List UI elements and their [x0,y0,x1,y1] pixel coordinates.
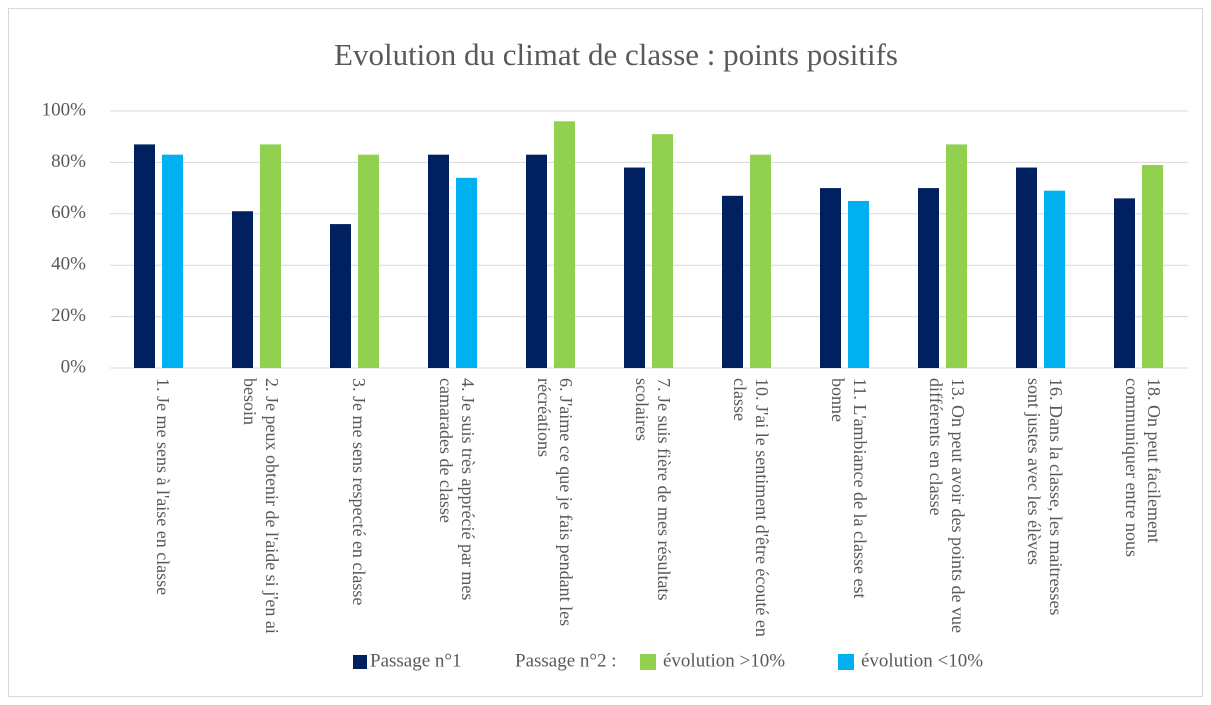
bar [232,211,253,368]
x-tick-label: 13. On peut avoir des points de vue diff… [926,378,968,633]
bar [946,144,967,368]
bar [652,134,673,368]
legend-label: évolution <10% [861,650,983,671]
y-tick-label: 0% [61,356,87,377]
y-tick-label: 20% [51,305,86,326]
y-tick-label: 100% [42,99,87,120]
bar [1044,190,1065,368]
bar [456,177,477,368]
chart-title: Evolution du climat de classe : points p… [334,37,898,72]
bar [1142,164,1163,368]
chart-border [8,8,1203,697]
bar [330,224,351,368]
legend-swatch [838,654,854,670]
bar [358,154,379,368]
x-tick-label: 10. J'ai le sentiment d'être écouté en c… [730,378,772,637]
bar [162,154,183,368]
y-tick-label: 80% [51,151,86,172]
bar [750,154,771,368]
x-tick-label: 4. Je suis très apprécié par mes camarad… [436,378,478,601]
y-tick-label: 40% [51,254,86,275]
bar [554,121,575,368]
x-tick-label: 7. Je suis fière de mes résultats scolai… [632,378,674,601]
y-tick-label: 60% [51,202,86,223]
bar [1114,198,1135,368]
x-tick-label: 3. Je me sens respecté en classe [349,378,369,606]
x-tick-label: 1. Je me sens à l'aise en classe [153,378,173,596]
legend-swatch [640,654,656,670]
legend-label: évolution >10% [663,650,785,671]
bar [1016,167,1037,368]
bar [428,154,449,368]
bar [722,195,743,368]
bar [820,188,841,368]
legend-label: Passage n°2 : [515,650,617,671]
legend-label: Passage n°1 [370,650,462,671]
x-tick-label: 18. On peut facilement communiquer entre… [1122,378,1164,557]
x-tick-label: 11. L'ambiance de la classe est bonne [828,378,870,599]
bar [918,188,939,368]
bar [848,200,869,368]
x-tick-label: 16. Dans la classe, les maitresses sont … [1024,378,1066,616]
bar [260,144,281,368]
bar [526,154,547,368]
x-tick-label: 6. J'aime ce que je fais pendant les réc… [534,378,576,627]
bar [624,167,645,368]
x-tick-label: 2. Je peux obtenir de l'aide si j'en ai … [240,378,282,634]
bar [134,144,155,368]
legend-swatch [353,655,367,669]
